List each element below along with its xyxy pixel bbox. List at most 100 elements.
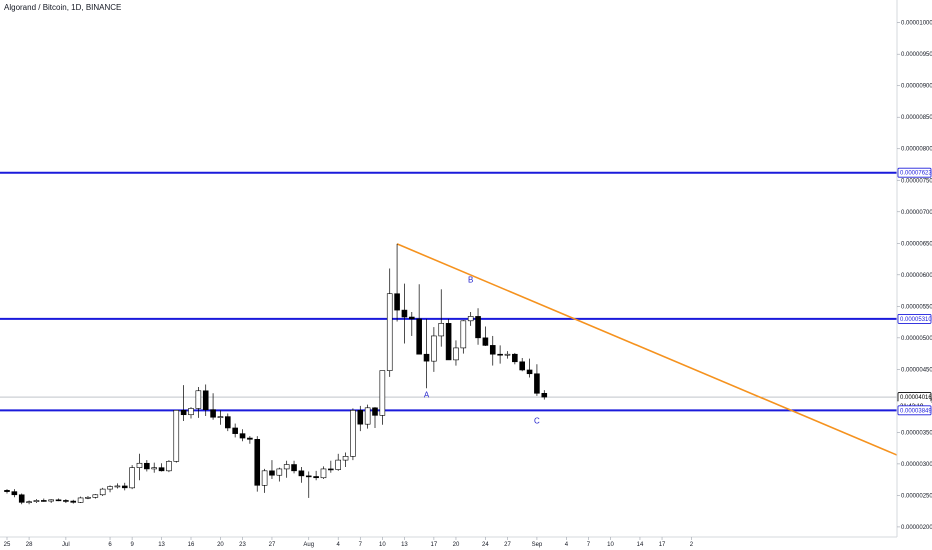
x-tick-label: 23 (239, 542, 246, 548)
candle-down (291, 464, 297, 472)
x-tick-label: 27 (269, 542, 276, 548)
y-tick-label: 0.00000500 (901, 336, 932, 342)
candle-down (40, 500, 47, 502)
candle-down (482, 337, 489, 346)
x-tick-label: 20 (453, 542, 460, 548)
x-tick-label: 24 (482, 542, 489, 548)
x-tick-label: 20 (217, 542, 224, 548)
candle-up (342, 456, 349, 461)
price-badge-label: 0.00003849 (900, 408, 932, 414)
y-tick-label: 0.00000300 (901, 462, 932, 468)
y-tick-label: 0.00000600 (901, 273, 932, 279)
y-tick-label: 0.00000650 (901, 241, 932, 247)
y-tick-label: 0.00000900 (901, 84, 932, 90)
candle-up (166, 461, 172, 472)
x-tick-label: Jul (62, 542, 70, 548)
candle-up (99, 488, 106, 496)
x-tick-label: 10 (379, 542, 386, 548)
candle-down (63, 500, 69, 502)
candle-down (497, 353, 503, 356)
y-tick-label: 0.00000550 (901, 304, 932, 310)
x-tick-label: 16 (188, 542, 195, 548)
x-tick-label: 17 (431, 542, 438, 548)
horizontal-levels[interactable] (0, 171, 897, 412)
candle-down (541, 392, 548, 398)
candle-up (26, 501, 32, 504)
x-tick-label: Sep (532, 542, 543, 548)
candle-up (48, 499, 54, 502)
y-tick-label: 0.00000800 (901, 147, 932, 153)
x-tick-label: 27 (504, 542, 511, 548)
candle-up (320, 468, 327, 479)
candle-up (136, 462, 143, 468)
x-tick-label: 4 (337, 542, 341, 548)
price-badge-label: 0.00004016 (900, 395, 932, 401)
x-tick-label: 2 (690, 542, 694, 548)
candle-down (180, 410, 187, 416)
candle-up (453, 347, 459, 361)
candle-down (4, 490, 10, 492)
candle-up (504, 353, 511, 356)
candle-up (350, 410, 356, 457)
candle-up (77, 497, 84, 503)
trendline-layer[interactable] (396, 243, 898, 456)
candle-down (357, 410, 364, 425)
candle-down (394, 293, 400, 311)
candle-down (232, 427, 238, 434)
candle-up (460, 320, 467, 349)
y-tick-label: 0.00000250 (901, 493, 932, 499)
candle-up (92, 494, 99, 498)
candle-down (158, 467, 165, 472)
candle-up (33, 500, 40, 503)
candle-down (298, 470, 305, 477)
x-tick-label: Aug (303, 542, 314, 548)
candle-down (372, 407, 378, 416)
y-tick-label: 0.00000850 (901, 115, 932, 121)
x-tick-label: 4 (565, 542, 569, 548)
y-tick-label: 0.00000350 (901, 430, 932, 436)
candle-up (151, 467, 157, 470)
candle-down (18, 494, 25, 503)
x-tick-label: 14 (637, 542, 644, 548)
y-tick-label: 0.00000450 (901, 367, 932, 373)
candle-down (55, 499, 62, 502)
x-tick-label: 7 (359, 542, 363, 548)
candle-up (114, 485, 121, 488)
candle-up (438, 323, 445, 337)
x-tick-label: 10 (607, 542, 614, 548)
candle-down (534, 373, 540, 394)
candle-down (416, 318, 422, 355)
candle-down (225, 416, 231, 429)
y-tick-label: 0.00000200 (901, 525, 932, 531)
candle-up (386, 293, 393, 371)
candle-down (445, 323, 452, 361)
x-tick-label: 17 (659, 542, 666, 548)
wave-label: A (424, 391, 430, 400)
candle-up (283, 464, 290, 470)
x-tick-label: 7 (587, 542, 591, 548)
price-badge-label: 0.00007623 (900, 171, 932, 177)
candle-up (379, 370, 386, 416)
candle-down (239, 433, 246, 439)
candle-down (313, 476, 319, 479)
y-tick-label: 0.00000700 (901, 210, 932, 216)
candle-up (276, 468, 283, 476)
candle-up (85, 496, 91, 499)
candle-down (210, 409, 216, 418)
x-tick-label: 9 (130, 542, 134, 548)
candle-up (195, 390, 202, 409)
x-tick-label: 28 (26, 542, 33, 548)
candle-down (269, 470, 275, 476)
candle-down (423, 353, 430, 362)
price-badge (897, 167, 932, 178)
candle-down (401, 309, 408, 318)
wave-label: B (468, 275, 473, 284)
candle-down (305, 475, 312, 478)
chart-title: Algorand / Bitcoin, 1D, BINANCE (4, 3, 122, 12)
candle-up (261, 470, 268, 486)
candle-down (70, 500, 77, 503)
wave-annotations: A B C (424, 275, 540, 425)
candle-down (254, 439, 261, 486)
